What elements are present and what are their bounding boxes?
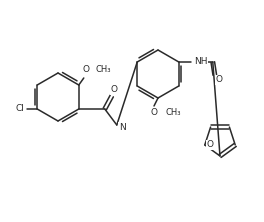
- Text: O: O: [215, 75, 222, 85]
- Text: N: N: [119, 123, 126, 131]
- Text: O: O: [82, 65, 89, 75]
- Text: CH₃: CH₃: [165, 109, 181, 117]
- Text: CH₃: CH₃: [96, 65, 111, 75]
- Text: O: O: [110, 85, 117, 95]
- Text: NH: NH: [194, 57, 207, 65]
- Text: Cl: Cl: [16, 105, 25, 113]
- Text: O: O: [206, 141, 213, 149]
- Text: O: O: [150, 109, 158, 117]
